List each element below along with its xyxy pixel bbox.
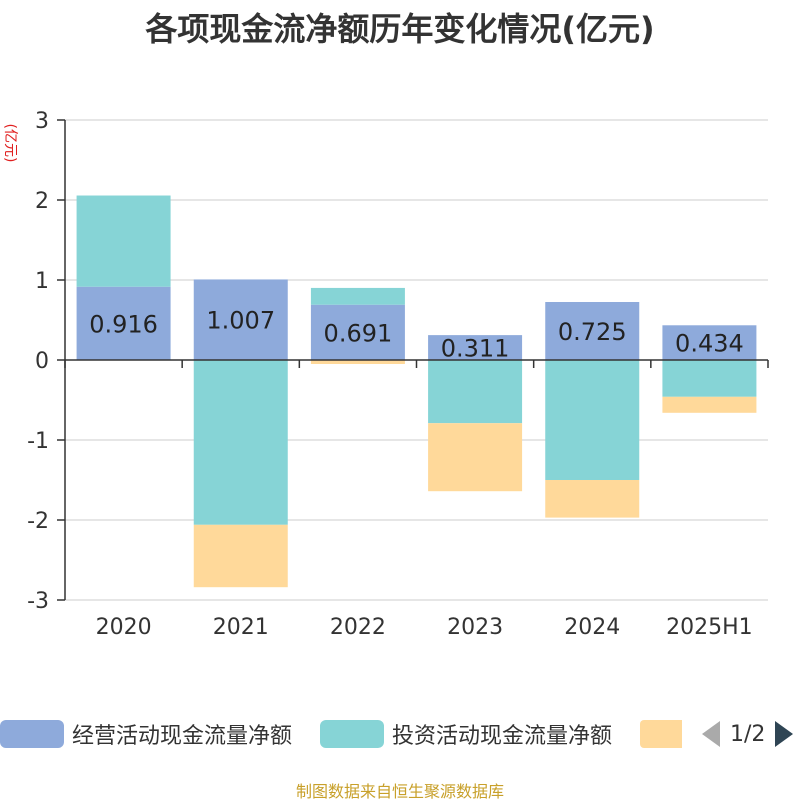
- bar-value-label: 0.434: [675, 330, 744, 358]
- y-tick-label: -3: [27, 589, 49, 614]
- bar-value-label: 0.311: [441, 335, 510, 363]
- bar-series1-2024[interactable]: [545, 360, 640, 480]
- legend-prev-icon[interactable]: [702, 721, 720, 747]
- chart-title: 各项现金流净额历年变化情况(亿元): [145, 10, 655, 48]
- data-source-note: 制图数据来自恒生聚源数据库: [295, 782, 504, 801]
- legend-swatch-operating: [0, 720, 64, 748]
- y-axis-unit-label: (亿元): [2, 124, 18, 163]
- x-tick-label: 2023: [447, 615, 503, 640]
- bar-series0-2025H1[interactable]: [662, 325, 757, 360]
- bar-series2-2025H1[interactable]: [662, 396, 757, 413]
- legend-item-investing[interactable]: 投资活动现金流量净额: [320, 712, 612, 756]
- legend-item-operating[interactable]: 经营活动现金流量净额: [0, 712, 292, 756]
- bar-series1-2021[interactable]: [193, 360, 288, 525]
- grid-lines: [65, 119, 768, 601]
- y-tick-label: 3: [35, 109, 49, 134]
- bars: [76, 195, 757, 588]
- bar-series2-2021[interactable]: [193, 524, 288, 588]
- bar-series0-2023[interactable]: [428, 335, 523, 360]
- legend-item-financing[interactable]: [640, 712, 682, 756]
- data-labels: 0.916 1.007 0.691 0.311 0.725 0.434: [89, 307, 744, 363]
- x-tick-label: 2024: [564, 615, 620, 640]
- legend-swatch-investing: [320, 720, 384, 748]
- x-tick-label: 2025H1: [666, 615, 753, 640]
- legend-page-indicator: 1/2: [730, 721, 766, 747]
- axes: 3 2 1 0 -1 -2 -3 2020 2021 2022 2023 2024 2025H1: [27, 109, 769, 640]
- x-tick-label: 2021: [213, 615, 269, 640]
- bar-series2-2022[interactable]: [310, 360, 405, 364]
- bar-series1-2023[interactable]: [428, 360, 523, 424]
- bar-series0-2022[interactable]: [310, 304, 405, 360]
- bar-series0-2024[interactable]: [545, 302, 640, 360]
- bar-series2-2024[interactable]: [545, 480, 640, 518]
- bar-series1-2025H1[interactable]: [662, 360, 757, 397]
- bar-series1-2022[interactable]: [310, 287, 405, 305]
- bar-series1-2020[interactable]: [76, 195, 171, 287]
- legend-label-investing: 投资活动现金流量净额: [392, 724, 613, 749]
- legend: 经营活动现金流量净额 投资活动现金流量净额 1/2: [0, 712, 800, 756]
- legend-next-icon[interactable]: [775, 721, 794, 747]
- y-tick-label: -2: [27, 509, 49, 534]
- x-tick-label: 2022: [330, 615, 386, 640]
- legend-label-operating: 经营活动现金流量净额: [72, 724, 293, 749]
- x-tick-label: 2020: [96, 615, 152, 640]
- y-tick-label: -1: [27, 429, 49, 454]
- bar-value-label: 0.916: [89, 310, 158, 338]
- y-tick-label: 0: [35, 349, 49, 374]
- bar-series2-2023[interactable]: [428, 423, 523, 492]
- legend-swatch-financing: [640, 720, 682, 748]
- bar-series0-2020[interactable]: [76, 286, 171, 360]
- bar-value-label: 0.725: [558, 318, 627, 346]
- bar-value-label: 0.691: [324, 319, 393, 347]
- y-tick-label: 2: [35, 189, 49, 214]
- bar-series0-2021[interactable]: [193, 279, 288, 360]
- bar-value-label: 1.007: [206, 307, 275, 335]
- y-tick-label: 1: [35, 269, 49, 294]
- legend-pager: 1/2: [702, 712, 794, 756]
